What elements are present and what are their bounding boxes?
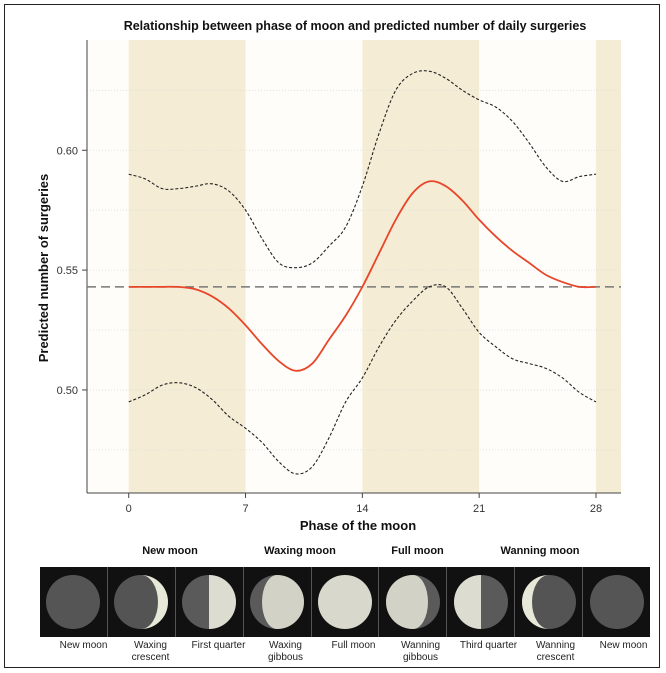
y-tick-label: 0.50 [57, 385, 78, 397]
upper-bound-line [128, 70, 597, 269]
moon-cell [176, 567, 244, 637]
full-moon-icon [318, 575, 372, 629]
moon-cell [312, 567, 380, 637]
new-moon-icon [589, 575, 644, 629]
moon-label: New moon [599, 640, 648, 651]
moon-cell [379, 567, 448, 637]
y-tick-label: 0.55 [57, 265, 78, 277]
phase-group-new-moon: New moon [142, 545, 198, 557]
moon-label: New moon [59, 640, 108, 651]
phase-band [595, 40, 621, 493]
chart-title: Relationship between phase of moon and p… [124, 19, 587, 33]
third-quarter-icon [453, 575, 508, 629]
phase-group-wanning-moon: Wanning moon [500, 545, 580, 557]
lower-bound-line [128, 284, 597, 475]
x-tick-label: 0 [126, 503, 132, 515]
x-tick-label: 28 [590, 503, 602, 515]
y-tick-label: 0.60 [57, 145, 78, 157]
moon-label: Waxing gibbous [267, 640, 304, 663]
phase-band [362, 40, 480, 493]
moon-label: Wanning crescent [535, 640, 576, 663]
y-axis-label: Predicted number of surgeries [36, 174, 51, 363]
waxing-crescent-icon [114, 575, 169, 629]
waxing-gibbous-icon [250, 575, 305, 629]
new-moon-icon [46, 575, 101, 629]
moon-label: Full moon [331, 640, 376, 651]
prediction-line [128, 180, 596, 372]
wanning-crescent-icon [521, 575, 576, 629]
wanning-gibbous-icon [385, 575, 440, 629]
moon-label: First quarter [191, 640, 246, 651]
x-tick-label: 7 [242, 503, 248, 515]
moon-cell [447, 567, 516, 637]
moon-label: Third quarter [459, 640, 518, 651]
moon-cell [244, 567, 312, 637]
x-tick-label: 21 [473, 503, 485, 515]
moon-label: Wanning gibbous [400, 640, 441, 663]
moon-cell [583, 567, 650, 637]
phase-band [128, 40, 246, 493]
moon-phase-strip [40, 567, 650, 637]
moon-surgery-chart: Relationship between phase of moon and p… [36, 19, 621, 533]
phase-group-waxing-moon: Waxing moon [264, 545, 336, 557]
moon-cell [515, 567, 584, 637]
moon-cell [40, 567, 108, 637]
first-quarter-icon [182, 575, 237, 629]
x-axis-label: Phase of the moon [300, 518, 416, 533]
moon-label: Waxing crescent [131, 640, 170, 663]
moon-cell [108, 567, 176, 637]
phase-group-full-moon: Full moon [391, 545, 444, 557]
x-tick-label: 14 [356, 503, 368, 515]
